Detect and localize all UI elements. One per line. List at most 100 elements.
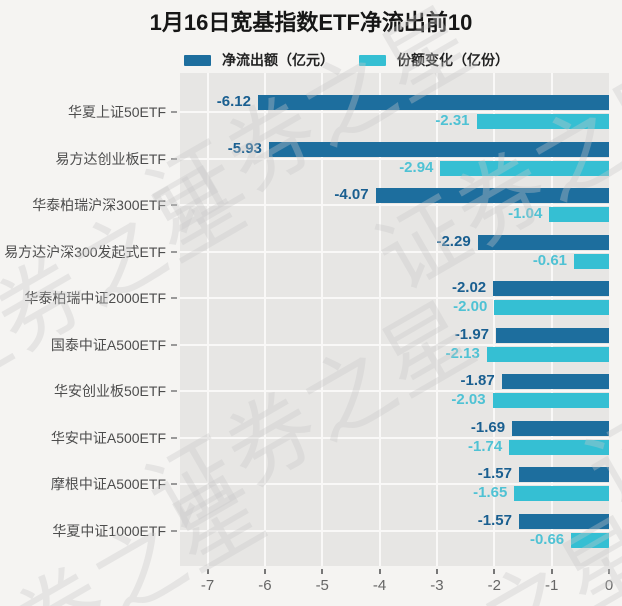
sharechange-bar[interactable]	[476, 114, 609, 129]
netflow-bar[interactable]	[258, 95, 609, 110]
gridline	[180, 204, 609, 206]
value-label: -1.97	[454, 325, 490, 343]
value-label: -2.94	[399, 158, 434, 176]
gridline	[180, 436, 609, 439]
category-tick	[171, 157, 177, 160]
value-label: -1.57	[477, 511, 512, 529]
value-label: -0.66	[529, 530, 565, 548]
gridline	[180, 343, 609, 346]
category-label: 易方达沪深300发起式ETF	[4, 243, 166, 260]
value-label: -2.29	[436, 232, 471, 250]
netflow-bar[interactable]	[268, 141, 609, 157]
gridline	[321, 73, 324, 566]
x-axis-tick	[493, 569, 496, 574]
category-axis: 华夏上证50ETF 易方达创业板ETF 华泰柏瑞沪深300ETF 易方达沪深300发起…	[0, 73, 180, 566]
value-label: -1.74	[468, 437, 503, 455]
gridline	[263, 73, 266, 566]
sharechange-bar[interactable]	[574, 253, 609, 269]
gridline	[550, 73, 553, 566]
legend-item-sharechange[interactable]: 份额变化（亿份）	[359, 51, 509, 69]
category-tick	[171, 297, 177, 299]
category-label: 易方达创业板ETF	[55, 150, 166, 167]
category-label: 华泰柏瑞沪深300ETF	[32, 197, 166, 213]
netflow-bar[interactable]	[518, 513, 609, 529]
category-label: 华夏中证1000ETF	[52, 522, 166, 539]
x-axis-tick	[550, 569, 553, 574]
value-label: -4.07	[334, 186, 369, 203]
sharechange-legend-swatch-icon	[359, 54, 386, 66]
x-tick-label: 0	[604, 577, 614, 594]
gridline	[180, 390, 609, 392]
value-label: -2.03	[451, 391, 486, 408]
category-label: 摩根中证A500ETF	[50, 476, 166, 492]
x-tick-label: -3	[430, 577, 444, 594]
gridline	[493, 73, 496, 566]
gridline	[206, 73, 209, 566]
value-label: -2.02	[451, 279, 487, 296]
x-tick-label: -4	[372, 577, 387, 594]
value-label: -1.87	[460, 372, 495, 389]
x-axis-tick	[206, 569, 209, 574]
value-label: -5.93	[227, 139, 262, 157]
legend: 净流出额（亿元） 份额变化（亿份）	[0, 51, 622, 69]
gridline	[180, 297, 609, 299]
category-tick	[171, 436, 177, 439]
sharechange-bar[interactable]	[509, 439, 609, 455]
legend-item-netflow[interactable]: 净流出额（亿元）	[184, 51, 334, 69]
category-tick	[171, 204, 177, 206]
netflow-legend-swatch-icon	[184, 54, 211, 66]
sharechange-bar[interactable]	[549, 207, 609, 222]
sharechange-bar[interactable]	[486, 346, 609, 362]
gridline	[180, 483, 609, 485]
netflow-bar[interactable]	[512, 420, 609, 436]
sharechange-bar[interactable]	[492, 393, 609, 408]
netflow-bar[interactable]	[493, 281, 609, 296]
value-axis: -7 -6 -5 -4 -3 -2 -1 0	[0, 566, 622, 606]
gridline	[435, 73, 438, 566]
category-tick	[171, 343, 177, 346]
category-label: 华安创业板50ETF	[53, 383, 166, 399]
x-tick-label: -2	[487, 577, 501, 594]
x-axis-tick	[435, 569, 438, 574]
category-tick	[171, 111, 177, 113]
category-tick	[171, 250, 177, 253]
netflow-bar[interactable]	[518, 467, 609, 482]
value-label: -6.12	[216, 93, 251, 110]
gridline	[180, 250, 609, 253]
netflow-bar[interactable]	[477, 234, 609, 250]
value-label: -2.00	[453, 298, 488, 315]
gridline	[180, 111, 609, 113]
plot-area: -6.12 -2.31 -5.93 -2.94 -4.07 -1.04 -2.29 -0.61…	[180, 73, 609, 566]
x-axis-tick	[321, 569, 324, 574]
x-tick-label: -6	[258, 577, 272, 594]
x-tick-label: -1	[544, 577, 559, 594]
value-label: -1.57	[477, 465, 512, 482]
legend-label-sharechange: 份额变化（亿份）	[397, 52, 509, 68]
netflow-bar[interactable]	[375, 188, 609, 203]
sharechange-bar[interactable]	[494, 300, 609, 315]
gridline	[378, 73, 381, 566]
category-label: 国泰中证A500ETF	[50, 336, 166, 353]
category-tick	[171, 483, 177, 485]
value-label: -1.65	[473, 484, 508, 501]
category-label: 华泰柏瑞中证2000ETF	[24, 290, 166, 306]
legend-label-netflow: 净流出额（亿元）	[222, 52, 334, 68]
netflow-bar[interactable]	[496, 327, 609, 343]
x-tick-label: -7	[200, 577, 215, 594]
sharechange-bar[interactable]	[571, 532, 609, 548]
netflow-bar[interactable]	[501, 374, 609, 389]
gridline	[180, 157, 609, 160]
sharechange-bar[interactable]	[440, 160, 609, 176]
x-tick-label: -5	[315, 577, 329, 594]
category-tick	[171, 529, 177, 532]
x-axis-tick	[378, 569, 381, 574]
x-axis-tick	[608, 569, 610, 574]
gridline	[180, 529, 609, 532]
value-label: -0.61	[532, 251, 568, 269]
value-label: -2.13	[445, 344, 480, 362]
sharechange-bar[interactable]	[514, 486, 609, 501]
category-label: 华夏上证50ETF	[67, 104, 166, 120]
page-title: 1月16日宽基指数ETF净流出前10	[149, 10, 473, 35]
value-label: -2.31	[435, 112, 470, 129]
value-label: -1.04	[508, 205, 543, 222]
